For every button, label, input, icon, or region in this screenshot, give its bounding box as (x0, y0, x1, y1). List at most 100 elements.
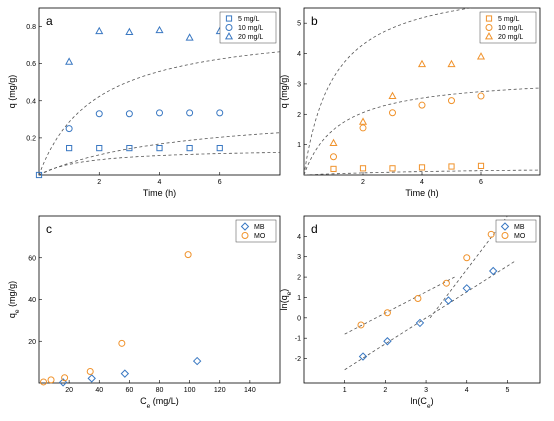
data-point (417, 59, 427, 68)
y-tick-label: 60 (28, 255, 36, 262)
data-point (330, 165, 337, 173)
data-point (125, 110, 133, 118)
legend-marker (224, 32, 234, 40)
x-tick-label: 4 (465, 387, 469, 394)
y-tick-label: -2 (295, 356, 301, 363)
x-tick-label: 6 (218, 179, 222, 186)
data-point (383, 337, 392, 346)
panel-b: 2 4 6 1 2 3 4 5 Time (h) q (mg/g) b 5 mg/L 10 mg/L 20… (279, 7, 541, 198)
series-1 (40, 251, 192, 386)
data-point (448, 163, 455, 170)
y-tick-label: 0.2 (26, 135, 36, 142)
y-axis-label: q (mg/g) (279, 75, 289, 109)
y-tick-label: 20 (28, 339, 36, 346)
fit-line (344, 276, 455, 335)
legend-entry: MB (254, 224, 265, 231)
data-point (388, 91, 397, 99)
data-point (120, 369, 130, 378)
legend-box (479, 11, 537, 44)
y-tick-label: 4 (297, 51, 301, 58)
fit-curve (39, 132, 280, 175)
data-point (418, 164, 426, 171)
legend-entry: MO (514, 233, 526, 240)
fit-curve (304, 169, 540, 175)
data-point (35, 171, 43, 179)
data-point (40, 378, 48, 386)
data-point (118, 339, 126, 347)
data-point (476, 52, 486, 60)
panel-label: d (311, 222, 318, 236)
data-point (155, 25, 164, 34)
x-tick-label: 6 (479, 179, 483, 186)
data-point (216, 144, 223, 152)
y-tick-label: 1 (297, 142, 301, 149)
data-point (156, 109, 163, 117)
y-axis-label: qe (mg/g) (7, 281, 21, 318)
data-point (444, 296, 453, 305)
panel-d: 1 2 3 4 5 -2 -1 0 1 2 3 4 ln(Ce) ln(qe) d MB MO (279, 215, 541, 410)
y-tick-label: 0.4 (26, 98, 36, 105)
fit-curve (304, 87, 540, 175)
data-point (125, 27, 134, 36)
data-point (65, 57, 74, 65)
data-point (95, 26, 104, 35)
data-point (186, 144, 193, 152)
legend-marker (484, 32, 494, 40)
legend-marker (485, 15, 493, 22)
y-tick-label: 3 (297, 254, 301, 261)
data-point (358, 117, 368, 125)
data-point (463, 254, 471, 262)
panel-label: c (46, 222, 52, 236)
x-tick-label: 60 (125, 387, 133, 394)
fit-curves (39, 51, 280, 175)
y-tick-label: 2 (297, 112, 301, 119)
x-tick-label: 4 (158, 179, 162, 186)
plot-frame (303, 215, 541, 384)
data-point (47, 376, 55, 384)
fit-curves (344, 216, 516, 371)
fit-curves (304, 8, 540, 175)
data-point (418, 101, 426, 109)
data-point (447, 59, 456, 68)
legend-marker (225, 24, 233, 31)
fit-curve (39, 152, 280, 175)
data-point (185, 33, 194, 41)
legend-entry: 20 mg/L (238, 34, 263, 41)
data-point (66, 144, 73, 152)
data-point (96, 144, 103, 152)
x-axis-label: Time (h) (405, 188, 438, 198)
legend-entry: MB (514, 224, 525, 231)
data-point (58, 378, 68, 387)
fit-line (344, 260, 516, 371)
x-tick-label: 4 (420, 179, 424, 186)
panel-a: 2 4 6 0.2 0.4 0.6 0.8 Time (h) q (mg/g) a 5 mg/L 10… (7, 7, 281, 198)
y-tick-label: 0.8 (26, 24, 36, 31)
series-0 (35, 144, 223, 179)
data-point (487, 230, 495, 238)
y-tick-label: 4 (297, 234, 301, 241)
legend: MB MO (235, 219, 277, 243)
legend-marker (501, 232, 509, 239)
series-2 (65, 25, 224, 65)
legend-box (495, 219, 537, 243)
data-point (359, 124, 367, 132)
panel-label: a (46, 14, 53, 28)
series-2 (329, 52, 486, 147)
x-tick-label: 80 (156, 387, 164, 394)
legend-entry: MO (254, 233, 266, 240)
legend-entry: 5 mg/L (498, 16, 520, 23)
legend: 5 mg/L 10 mg/L 20 mg/L (479, 11, 537, 44)
data-point (156, 144, 163, 152)
x-tick-label: 140 (244, 387, 256, 394)
x-axis-label: ln(Ce) (410, 396, 433, 410)
x-tick-label: 40 (95, 387, 103, 394)
data-point (415, 318, 425, 328)
x-tick-label: 5 (505, 387, 509, 394)
data-point (359, 165, 367, 172)
data-point (414, 294, 422, 302)
y-tick-label: -1 (295, 336, 301, 343)
panel-c: 20 40 60 80 100 120 140 20 40 60 Ce (mg/L) qe (mg/g… (7, 215, 281, 410)
y-tick-label: 3 (297, 81, 301, 88)
y-tick-label: 2 (297, 275, 301, 282)
